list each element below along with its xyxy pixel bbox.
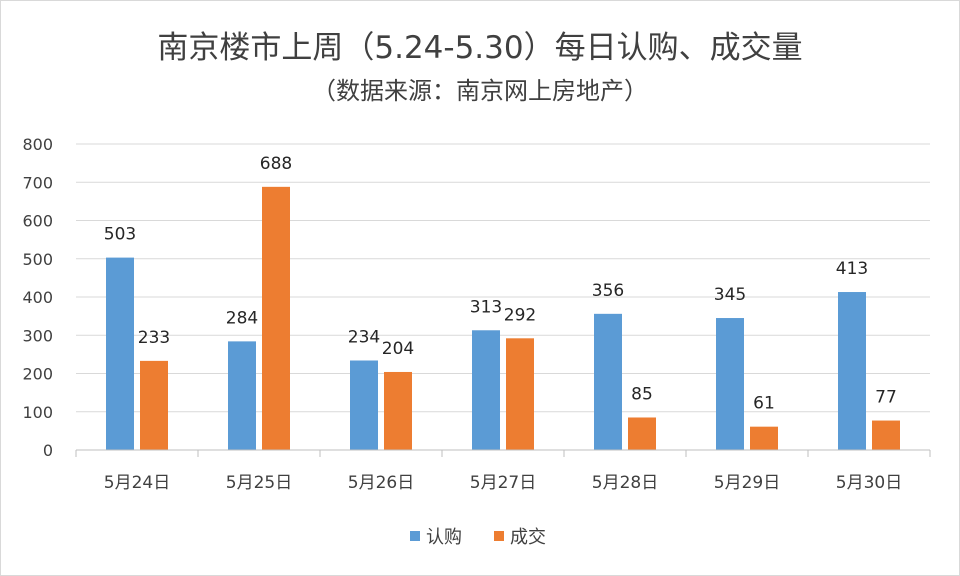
- x-tick-label: 5月26日: [348, 473, 414, 493]
- y-tick-label: 600: [22, 212, 53, 231]
- data-label: 413: [836, 259, 868, 279]
- bar-subscription: [350, 360, 378, 450]
- gridlines: [76, 143, 930, 413]
- data-label: 85: [631, 384, 653, 404]
- x-tick-label: 5月27日: [470, 473, 536, 493]
- y-tick-label: 800: [22, 135, 53, 154]
- data-label: 292: [504, 305, 536, 325]
- bar-subscription: [838, 292, 866, 450]
- legend-label: 成交: [510, 527, 546, 548]
- bars: [106, 186, 900, 450]
- bar-subscription: [716, 318, 744, 450]
- y-tick-label: 100: [22, 403, 53, 422]
- data-label: 204: [382, 339, 414, 359]
- y-tick-label: 700: [22, 173, 53, 192]
- y-tick-label: 500: [22, 250, 53, 269]
- bar-subscription: [228, 341, 256, 450]
- data-label: 233: [138, 328, 170, 348]
- legend-swatch: [410, 531, 420, 541]
- data-label: 356: [592, 281, 624, 301]
- bar-transaction: [506, 338, 534, 450]
- data-label: 688: [260, 154, 292, 174]
- y-tick-label: 300: [22, 326, 53, 345]
- x-tick-label: 5月29日: [714, 473, 780, 493]
- bar-transaction: [262, 186, 290, 450]
- bar-transaction: [872, 420, 900, 450]
- bar-transaction: [140, 360, 168, 450]
- x-tick-label: 5月24日: [104, 473, 170, 493]
- bar-transaction: [628, 417, 656, 450]
- data-label: 313: [470, 297, 502, 317]
- x-tick-label: 5月30日: [836, 473, 902, 493]
- bar-subscription: [594, 313, 622, 450]
- data-label: 77: [875, 388, 897, 408]
- data-label: 345: [714, 285, 746, 305]
- bar-transaction: [384, 371, 412, 450]
- data-label: 503: [104, 225, 136, 245]
- x-tick-label: 5月28日: [592, 473, 658, 493]
- data-label: 284: [226, 308, 258, 328]
- y-tick-label: 200: [22, 365, 53, 384]
- bar-subscription: [106, 257, 134, 450]
- y-tick-label: 400: [22, 288, 53, 307]
- y-axis-ticks: 0 100 200 300 400 500 600 700 800: [22, 135, 53, 460]
- bar-transaction: [750, 426, 778, 450]
- data-label: 234: [348, 327, 380, 347]
- y-tick-label: 0: [43, 441, 53, 460]
- legend-swatch: [494, 531, 504, 541]
- chart-title: 南京楼市上周（5.24-5.30）每日认购、成交量: [157, 30, 802, 66]
- data-label: 61: [753, 394, 775, 414]
- x-tick-label: 5月25日: [226, 473, 292, 493]
- chart-subtitle: （数据来源：南京网上房地产）: [312, 77, 648, 105]
- legend-label: 认购: [426, 527, 462, 548]
- bar-subscription: [472, 330, 500, 450]
- legend: 认购 成交: [410, 527, 546, 548]
- x-axis: 5月24日 5月25日 5月26日 5月27日 5月28日 5月29日 5月30日: [75, 449, 931, 493]
